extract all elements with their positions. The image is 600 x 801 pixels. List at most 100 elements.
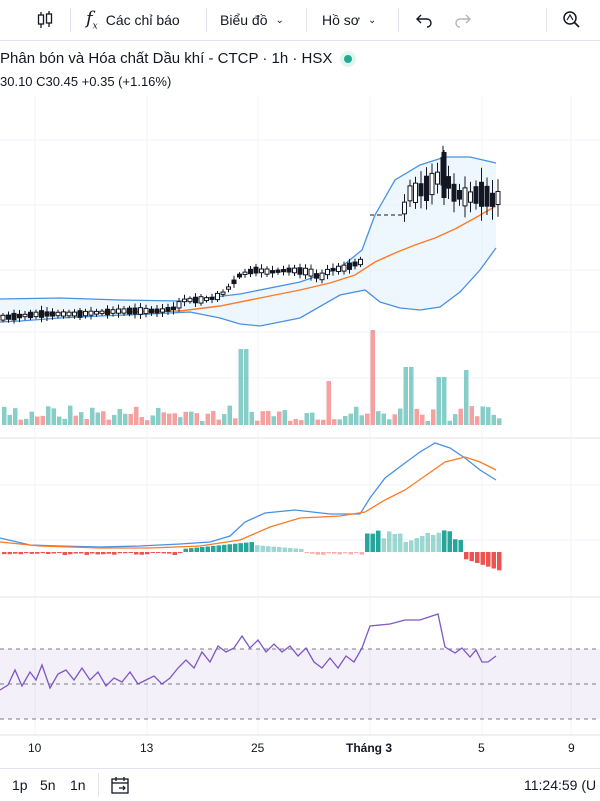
volume-bar — [475, 416, 480, 425]
volume-bar — [68, 405, 73, 425]
candle — [490, 179, 495, 220]
macd-bar — [79, 552, 84, 554]
candle — [61, 309, 66, 319]
macd-bar — [13, 552, 18, 554]
macd-bar — [222, 544, 227, 552]
macd-bar — [249, 542, 254, 552]
volume-bar — [337, 419, 342, 425]
volume-bar — [403, 367, 408, 425]
symbol-legend[interactable]: Phân bón và Hóa chất Dầu khí - CTCP · 1h… — [0, 50, 353, 67]
volume-bar — [123, 413, 128, 425]
macd-bar — [420, 535, 425, 552]
price-chart[interactable] — [0, 0, 600, 765]
candle — [402, 194, 407, 222]
candle — [336, 263, 341, 275]
volume-bar — [260, 411, 265, 425]
volume-bar — [183, 411, 188, 425]
macd-histogram — [2, 530, 502, 571]
market-status-icon — [344, 55, 353, 64]
macd-bar — [299, 548, 304, 552]
volume-bar — [227, 405, 232, 425]
volume-bar — [194, 413, 199, 425]
macd-signal-line — [0, 456, 497, 549]
candle — [105, 305, 110, 319]
volume-bar — [222, 414, 227, 425]
candle — [281, 265, 286, 276]
volume-bar — [40, 415, 45, 425]
macd-bar — [381, 538, 386, 552]
candle — [292, 264, 297, 277]
candles-icon[interactable] — [36, 0, 54, 40]
timeframe-button[interactable]: 1n — [70, 777, 86, 793]
volume-bar — [469, 406, 474, 425]
volume-bar — [84, 419, 89, 425]
volume-bar — [398, 408, 403, 425]
volume-bar — [348, 413, 353, 425]
candle — [72, 309, 77, 319]
volume-bar — [73, 415, 78, 425]
volume-bar — [376, 411, 381, 425]
undo-icon[interactable] — [415, 0, 433, 40]
volume-bar — [101, 411, 106, 425]
indicators-button[interactable]: fx Các chỉ báo — [86, 0, 180, 40]
macd-bar — [288, 548, 293, 552]
candlestick-series — [0, 145, 501, 324]
volume-bar — [409, 367, 414, 425]
candle — [171, 302, 176, 315]
candle — [99, 308, 105, 316]
macd-bar — [403, 541, 408, 552]
candle — [462, 176, 468, 218]
candle — [297, 263, 303, 279]
macd-bar — [376, 530, 381, 552]
search-zoom-icon[interactable] — [562, 0, 582, 40]
chevron-down-icon: ⌄ — [367, 14, 377, 26]
candle — [138, 303, 143, 319]
candle — [314, 269, 319, 283]
volume-bar — [134, 406, 139, 425]
macd-bar — [293, 548, 298, 552]
volume-bar — [7, 414, 12, 425]
bollinger-lower-line — [0, 247, 497, 327]
timeframe-button[interactable]: 5n — [40, 777, 56, 793]
candle — [457, 183, 462, 206]
macd-bar — [475, 552, 480, 563]
timeframe-button[interactable]: 1p — [12, 777, 28, 793]
macd-bar — [90, 552, 95, 554]
volume-bar — [464, 370, 469, 425]
macd-bar — [458, 539, 463, 552]
candle — [149, 306, 154, 316]
volume-bar — [150, 415, 155, 425]
date-range-icon[interactable] — [110, 769, 130, 801]
volume-bar — [497, 418, 502, 425]
macd-bar — [51, 552, 56, 554]
volume-bar — [24, 418, 29, 425]
macd-bar — [106, 552, 111, 554]
macd-bar — [134, 552, 139, 555]
function-icon: fx — [86, 8, 98, 32]
macd-bar — [370, 533, 375, 552]
candle — [55, 309, 61, 319]
volume-bar — [205, 413, 210, 425]
candle — [110, 306, 116, 317]
macd-bar — [486, 552, 491, 567]
candle — [204, 295, 209, 303]
macd-bar — [101, 552, 106, 555]
macd-bar — [7, 552, 12, 555]
macd-bar — [365, 533, 370, 552]
candle — [308, 264, 314, 281]
candle — [154, 304, 160, 318]
candle — [121, 306, 127, 316]
candle — [22, 310, 28, 321]
chart-type-dropdown[interactable]: Biểu đồ ⌄ — [220, 0, 284, 40]
candle — [66, 309, 72, 319]
candle — [116, 304, 121, 318]
macd-bar — [112, 552, 117, 555]
candle — [77, 307, 83, 321]
volume-bar — [238, 349, 243, 425]
redo-icon[interactable] — [454, 0, 472, 40]
macd-bar — [238, 543, 243, 552]
rsi-line — [0, 613, 497, 691]
candle — [347, 258, 352, 274]
profile-dropdown[interactable]: Hồ sơ ⌄ — [322, 0, 376, 40]
macd-bar — [354, 552, 359, 554]
